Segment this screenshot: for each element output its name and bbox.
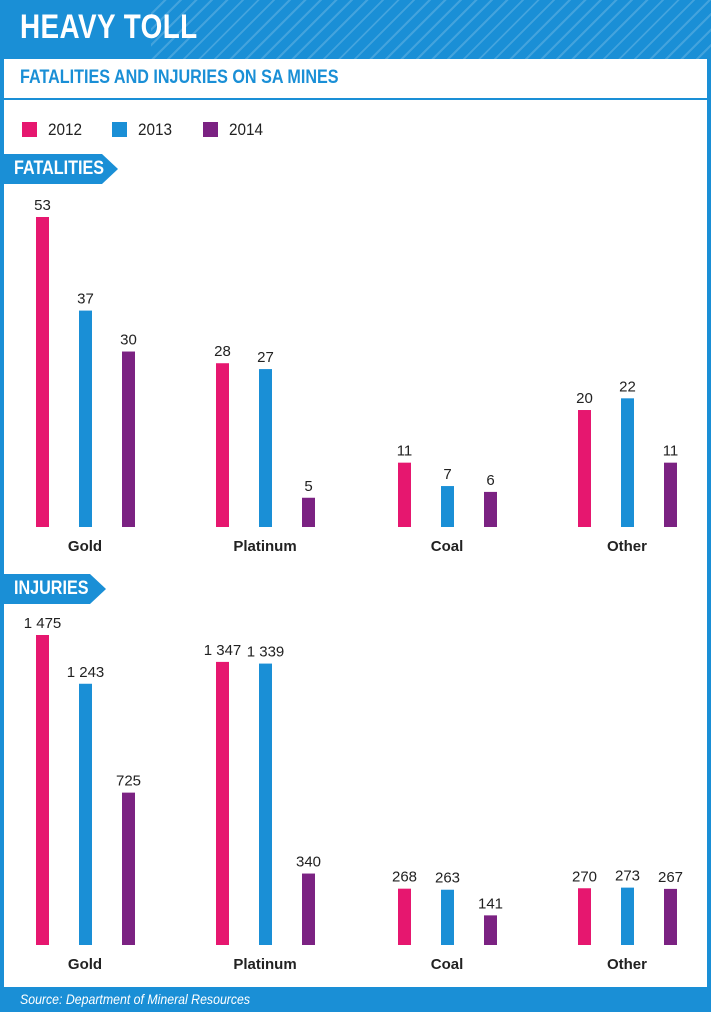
value-label-other-2014: 11 [663,443,679,460]
section-label-injuries: INJURIES [14,578,89,599]
value-label-coal-2012: 268 [392,869,417,886]
value-label-platinum-2013: 27 [257,349,274,366]
bar-coal-2012 [398,888,411,945]
bar-platinum-2012 [216,363,229,527]
value-label-platinum-2012: 28 [214,343,231,360]
bar-platinum-2013 [259,369,272,527]
bar-other-2013 [621,887,634,945]
bar-coal-2014 [484,491,497,527]
bar-other-2013 [621,398,634,527]
value-label-gold-2014: 30 [120,332,137,349]
value-label-other-2013: 22 [619,378,636,395]
value-label-gold-2013: 37 [77,291,94,308]
section-tag-fatalities: FATALITIES [4,154,120,184]
bar-other-2014 [664,462,677,527]
bar-gold-2012 [36,217,49,527]
section-label-fatalities: FATALITIES [14,158,105,179]
value-label-gold-2012: 53 [34,197,51,214]
injuries-chart: 1 475 1 243 725 Gold 1 347 1 339 340 Platinum 26… [24,615,683,973]
category-label-coal: Coal [431,538,464,555]
legend-label-2013: 2013 [138,120,173,139]
header-stripes [151,0,711,59]
footer-bar: Source: Department of Mineral Resources [0,987,711,1012]
legend-swatch-2012 [22,122,37,137]
category-label-platinum: Platinum [233,538,296,555]
bar-platinum-2014 [302,873,315,945]
section-tag-injuries: INJURIES [4,574,108,604]
category-label-other: Other [607,956,647,973]
bar-gold-2013 [79,310,92,527]
legend-swatch-2014 [203,122,218,137]
value-label-platinum-2014: 5 [304,478,312,495]
category-label-coal: Coal [431,956,464,973]
value-label-other-2012: 20 [576,390,593,407]
bar-gold-2014 [122,351,135,527]
legend-label-2014: 2014 [229,120,264,139]
bar-other-2012 [578,410,591,527]
category-label-other: Other [607,538,647,555]
bar-gold-2012 [36,635,49,945]
chart-subtitle: FATALITIES AND INJURIES ON SA MINES [20,67,339,88]
value-label-platinum-2012: 1 347 [204,642,242,659]
bar-platinum-2014 [302,497,315,527]
value-label-gold-2014: 725 [116,773,141,790]
bar-coal-2013 [441,486,454,527]
bar-gold-2013 [79,683,92,945]
legend-swatch-2013 [112,122,127,137]
bar-platinum-2013 [259,663,272,945]
legend-label-2012: 2012 [48,120,83,139]
category-label-gold: Gold [68,538,102,555]
subtitle-divider [4,98,707,100]
bar-platinum-2012 [216,661,229,945]
value-label-gold-2013: 1 243 [67,664,105,681]
value-label-other-2013: 273 [615,868,640,885]
value-label-coal-2014: 6 [486,472,494,489]
value-label-platinum-2014: 340 [296,854,321,871]
bar-other-2014 [664,888,677,945]
value-label-gold-2012: 1 475 [24,615,62,632]
bar-other-2012 [578,888,591,945]
value-label-coal-2012: 11 [397,443,413,460]
value-label-platinum-2013: 1 339 [247,644,285,661]
bar-coal-2012 [398,462,411,527]
value-label-other-2012: 270 [572,868,597,885]
category-label-platinum: Platinum [233,956,296,973]
value-label-coal-2014: 141 [478,895,503,912]
tag-arrow-shape [4,154,118,184]
bar-coal-2014 [484,915,497,945]
category-label-gold: Gold [68,956,102,973]
bar-gold-2014 [122,792,135,945]
value-label-other-2014: 267 [658,869,683,886]
header-banner: HEAVY TOLL [0,0,711,59]
tag-arrow-shape [4,574,106,604]
value-label-coal-2013: 263 [435,870,460,887]
page-title: HEAVY TOLL [20,8,198,46]
fatalities-chart: 53 37 30 Gold 28 27 5 Platinum 11 7 6 Coal 20 22 11 Oth… [34,197,679,555]
source-note: Source: Department of Mineral Resources [20,991,251,1007]
bar-coal-2013 [441,889,454,945]
value-label-coal-2013: 7 [443,466,451,483]
